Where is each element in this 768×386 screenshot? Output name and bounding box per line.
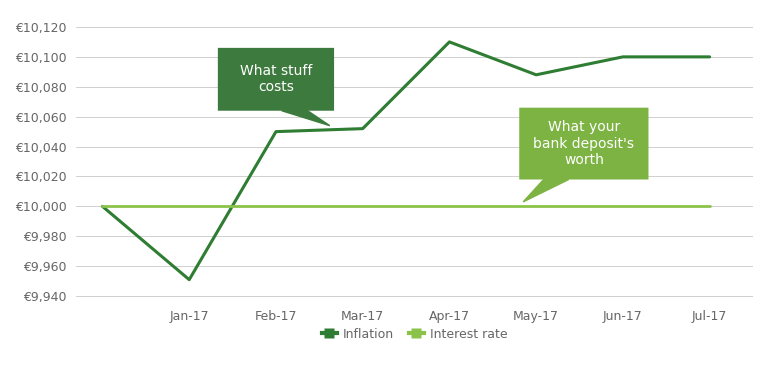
FancyBboxPatch shape [218,48,334,111]
Text: What your
bank deposit's
worth: What your bank deposit's worth [533,120,634,167]
Text: What stuff
costs: What stuff costs [240,64,312,95]
Legend: Inflation, Interest rate: Inflation, Interest rate [316,323,513,346]
FancyBboxPatch shape [519,108,648,179]
Polygon shape [523,179,569,202]
Polygon shape [282,111,329,126]
